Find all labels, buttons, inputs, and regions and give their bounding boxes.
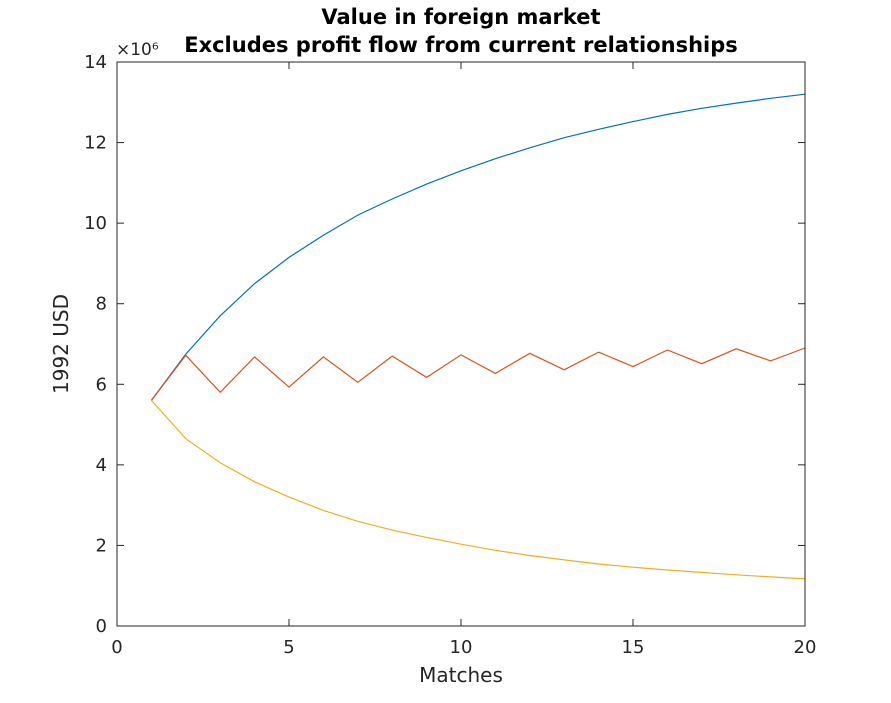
series-layer: [150, 93, 806, 580]
tick-layer: 0 5 10 15 20 0 2 4 6 8 10 12 14: [84, 52, 816, 658]
y-tick-label: 8: [96, 294, 107, 315]
chart-subtitle: Excludes profit flow from current relati…: [184, 33, 738, 57]
y-tick-label: 2: [96, 535, 107, 556]
y-tick-label: 12: [84, 133, 107, 154]
y-axis-label: 1992 USD: [49, 294, 73, 394]
y-tick-label: 10: [84, 213, 107, 234]
series-line-3: [150, 399, 806, 580]
x-tick-label: 15: [622, 637, 645, 658]
chart-title: Value in foreign market: [321, 5, 600, 29]
y-tick-label: 0: [96, 616, 107, 637]
x-tick-label: 10: [450, 637, 473, 658]
y-axis-exponent: ×10⁶: [116, 40, 159, 60]
x-tick-label: 0: [111, 637, 122, 658]
series-line-1: [150, 93, 806, 401]
x-tick-label: 20: [794, 637, 817, 658]
plot-frame: [116, 61, 806, 627]
y-tick-label: 14: [84, 52, 107, 73]
x-axis-label: Matches: [419, 663, 503, 687]
y-tick-label: 4: [96, 455, 107, 476]
y-tick-label: 6: [96, 374, 107, 395]
series-line-2: [150, 347, 806, 401]
x-tick-label: 5: [283, 637, 294, 658]
